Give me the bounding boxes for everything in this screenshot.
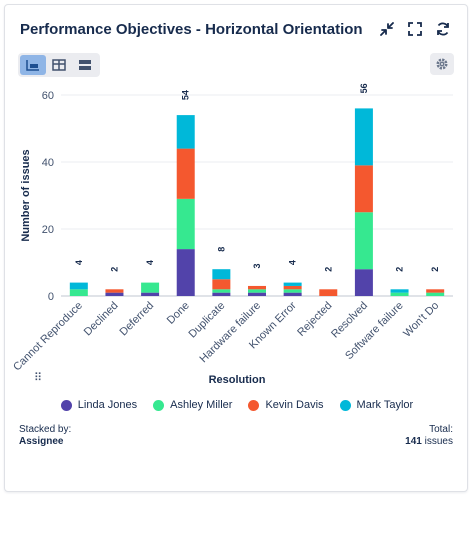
- bar-segment: [176, 148, 195, 199]
- bar-segment: [176, 115, 195, 149]
- bar-segment: [248, 285, 266, 290]
- bar-total-label: 3: [252, 263, 262, 268]
- x-tick-label: Won't Do: [401, 300, 441, 340]
- collapse-icon[interactable]: [377, 19, 397, 39]
- bar-segment: [319, 289, 338, 296]
- bar-segment: [354, 165, 373, 213]
- fullscreen-icon[interactable]: [405, 19, 425, 39]
- bar-segment: [354, 269, 373, 296]
- bar-segment: [212, 289, 231, 293]
- y-axis-title: Number of issues: [20, 149, 32, 241]
- bar-segment: [354, 212, 373, 270]
- bar-segment: [212, 279, 231, 290]
- bar-total-label: 4: [145, 260, 155, 265]
- bar-chart-view-icon[interactable]: [20, 55, 46, 75]
- stacked-bar-chart: 0 20 40 60 4 Cannot Reproduce 2 Declined 4 Deferr…: [11, 83, 453, 386]
- bar-segment: [390, 289, 409, 293]
- bar-total-label: 4: [288, 260, 298, 265]
- bar-segment: [141, 292, 160, 296]
- legend-item[interactable]: Ashley Miller: [153, 399, 232, 411]
- bar-segment: [283, 282, 302, 286]
- legend-swatch: [248, 399, 260, 411]
- bar-total-label: 56: [359, 83, 369, 93]
- bar-segment: [69, 289, 88, 296]
- bar-segment: [390, 292, 409, 296]
- legend-item[interactable]: Kevin Davis: [248, 399, 324, 411]
- legend-item[interactable]: Mark Taylor: [339, 399, 414, 411]
- chart-legend: Linda Jones Ashley Miller Kevin Davis Mark …: [5, 399, 469, 411]
- total-count: 141: [405, 436, 422, 447]
- x-tick-label: Rejected: [295, 300, 334, 339]
- x-tick-label: Deferred: [117, 300, 156, 339]
- bar-total-label: 2: [430, 267, 440, 272]
- bar-segment: [283, 289, 302, 293]
- x-tick-label: Declined: [82, 300, 121, 339]
- y-tick-label: 40: [42, 157, 54, 169]
- stacked-by-info: Stacked by: Assignee: [19, 424, 71, 448]
- drag-handle-icon[interactable]: ⠿: [34, 372, 42, 384]
- x-tick-label: Cannot Reproduce: [11, 300, 85, 374]
- gear-icon[interactable]: [430, 53, 454, 75]
- legend-swatch: [60, 399, 72, 411]
- list-view-icon[interactable]: [72, 55, 98, 75]
- bar-segment: [426, 292, 445, 296]
- y-tick-label: 0: [48, 291, 54, 303]
- bar-segment: [176, 198, 195, 250]
- stacked-by-value: Assignee: [19, 436, 64, 447]
- total-label: Total:: [429, 424, 453, 435]
- view-toggle: [18, 53, 100, 77]
- x-axis-title: Resolution: [209, 374, 266, 386]
- legend-swatch: [153, 399, 165, 411]
- bar-total-label: 54: [181, 90, 191, 100]
- table-view-icon[interactable]: [46, 55, 72, 75]
- bar-segment: [141, 282, 160, 293]
- bar-segment: [105, 289, 124, 293]
- bar-segment: [354, 108, 373, 166]
- total-unit: issues: [424, 436, 453, 447]
- bar-segment: [176, 249, 195, 296]
- bar-total-label: 4: [74, 260, 84, 265]
- header-actions: [377, 19, 453, 39]
- stacked-by-label: Stacked by:: [19, 424, 72, 435]
- legend-label: Kevin Davis: [265, 399, 324, 411]
- legend-label: Linda Jones: [77, 399, 138, 411]
- bar-total-label: 2: [395, 267, 405, 272]
- bar-segment: [212, 269, 231, 280]
- bar-segment: [248, 289, 266, 293]
- y-tick-label: 20: [42, 224, 54, 236]
- bar-total-label: 8: [216, 247, 226, 252]
- legend-swatch: [339, 399, 351, 411]
- gadget-card: Performance Objectives - Horizontal Orie…: [4, 4, 468, 492]
- legend-label: Mark Taylor: [356, 399, 414, 411]
- y-tick-label: 60: [42, 90, 54, 102]
- x-tick-label: Done: [165, 300, 192, 327]
- bar-segment: [105, 292, 124, 296]
- legend-label: Ashley Miller: [170, 399, 233, 411]
- bar-segment: [248, 292, 266, 296]
- legend-item[interactable]: Linda Jones: [60, 399, 138, 411]
- bar-segment: [212, 292, 231, 296]
- gadget-title: Performance Objectives - Horizontal Orie…: [20, 21, 363, 38]
- bar-segment: [69, 282, 88, 290]
- refresh-icon[interactable]: [433, 19, 453, 39]
- bar-segment: [283, 292, 302, 296]
- bar-segment: [426, 289, 445, 293]
- total-info: Total: 141 issues: [405, 424, 453, 448]
- bar-total-label: 2: [323, 267, 333, 272]
- bar-segment: [283, 285, 302, 290]
- bar-total-label: 2: [109, 267, 119, 272]
- x-tick-label: Hardware failure: [198, 300, 264, 366]
